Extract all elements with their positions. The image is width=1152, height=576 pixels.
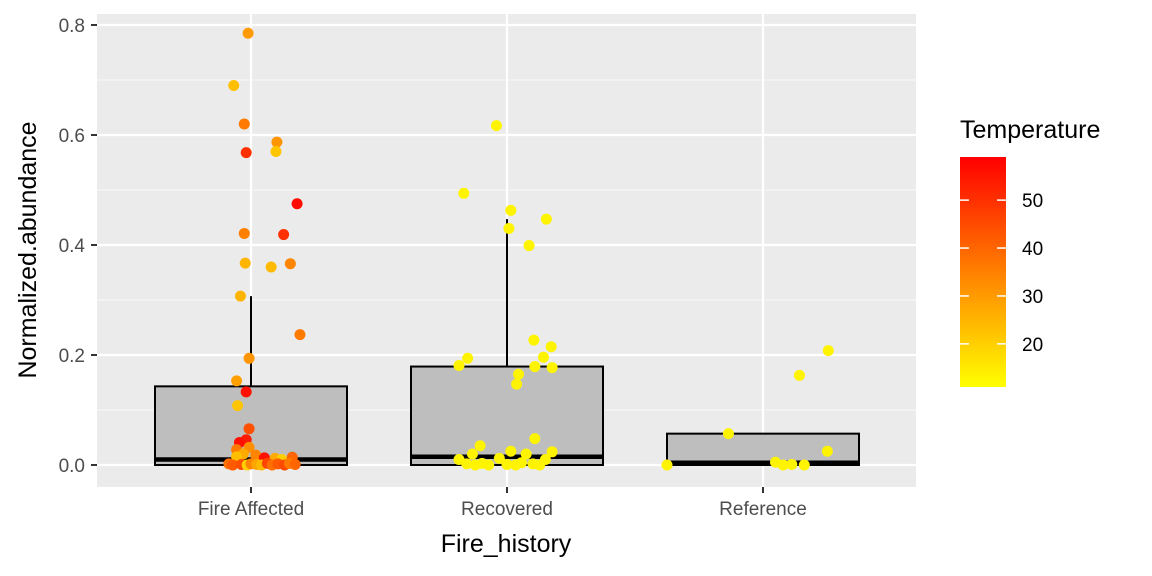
data-point [793, 369, 805, 381]
temperature-legend: Temperature 20 30 40 50 [960, 116, 1100, 387]
data-point [546, 446, 558, 458]
y-tick-label: 0.8 [59, 16, 85, 37]
data-point [483, 459, 495, 471]
data-point [523, 240, 535, 252]
x-tick-label: Fire Affected [198, 499, 304, 520]
data-point [231, 375, 243, 387]
x-tick-label: Recovered [461, 499, 553, 520]
data-point [239, 257, 251, 269]
data-point [798, 459, 810, 471]
y-tick-label: 0.0 [59, 456, 85, 477]
y-axis-title: Normalized.abundance [14, 121, 42, 378]
data-point [240, 386, 252, 398]
data-point [546, 362, 558, 374]
data-point [227, 459, 239, 471]
data-point [466, 448, 478, 460]
data-point [242, 27, 254, 39]
data-point [238, 118, 250, 130]
data-point [722, 428, 734, 440]
points [223, 27, 834, 471]
data-point [490, 120, 502, 132]
data-point [529, 361, 541, 373]
legend-title: Temperature [960, 116, 1100, 144]
data-point [786, 458, 798, 470]
y-tick-label: 0.6 [59, 126, 85, 147]
data-point [545, 341, 557, 353]
data-point [537, 351, 549, 363]
data-point [493, 452, 505, 464]
data-point [234, 290, 246, 302]
data-point [461, 458, 473, 470]
data-point [228, 80, 240, 91]
data-point [505, 445, 517, 457]
data-point [540, 213, 552, 225]
data-point [515, 457, 527, 469]
legend-colorbar [960, 157, 1006, 387]
data-point [661, 459, 673, 471]
data-point [294, 329, 306, 341]
x-tick-label: Reference [719, 499, 807, 520]
y-tick-label: 0.4 [59, 236, 86, 257]
data-point [243, 352, 255, 364]
data-point [291, 198, 303, 210]
data-point [520, 448, 532, 460]
data-point [271, 136, 283, 148]
data-point [238, 227, 250, 239]
data-point [505, 204, 517, 216]
data-point [270, 146, 282, 157]
data-point [821, 445, 833, 457]
data-point [232, 400, 244, 412]
data-point [777, 459, 789, 471]
data-point [528, 334, 540, 346]
y-axis: 0.0 0.2 0.4 0.6 0.8 [59, 16, 97, 477]
legend-tick-label: 50 [1022, 191, 1043, 212]
data-point [250, 449, 262, 461]
x-axis: Fire Affected Recovered Reference [198, 487, 807, 520]
legend-tick-label: 40 [1022, 239, 1043, 260]
data-point [265, 261, 277, 273]
data-point [529, 433, 541, 445]
data-point [243, 423, 255, 435]
data-point [458, 187, 470, 199]
data-point [534, 459, 546, 471]
legend-tick-label: 30 [1022, 287, 1043, 308]
data-point [513, 368, 525, 380]
legend-ticks: 20 30 40 50 [960, 191, 1043, 356]
data-point [462, 352, 474, 364]
data-point [822, 345, 834, 357]
data-point [453, 359, 465, 371]
data-point [474, 440, 486, 452]
legend-tick-label: 20 [1022, 335, 1043, 356]
data-point [503, 223, 515, 234]
data-point [284, 258, 296, 270]
data-point [240, 147, 252, 159]
data-point [278, 229, 290, 241]
y-tick-label: 0.2 [59, 346, 85, 367]
data-point [289, 458, 301, 470]
data-point [501, 458, 513, 470]
data-point [511, 378, 523, 390]
x-axis-title: Fire_history [441, 530, 572, 558]
